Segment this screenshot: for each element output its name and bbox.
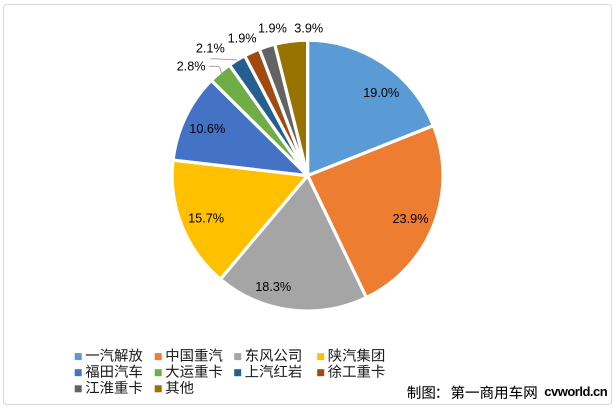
svg-text:23.9%: 23.9% [393,212,429,226]
svg-text:2.1%: 2.1% [196,41,225,55]
svg-text:3.9%: 3.9% [294,21,323,35]
svg-text:2.8%: 2.8% [177,59,206,73]
svg-text:1.9%: 1.9% [258,21,287,35]
svg-text:18.3%: 18.3% [255,280,291,294]
svg-text:19.0%: 19.0% [363,86,399,100]
svg-text:15.7%: 15.7% [188,212,224,226]
svg-text:cvworld.cn: cvworld.cn [544,384,607,399]
svg-text:1.9%: 1.9% [228,32,257,46]
svg-text:10.6%: 10.6% [189,122,225,136]
